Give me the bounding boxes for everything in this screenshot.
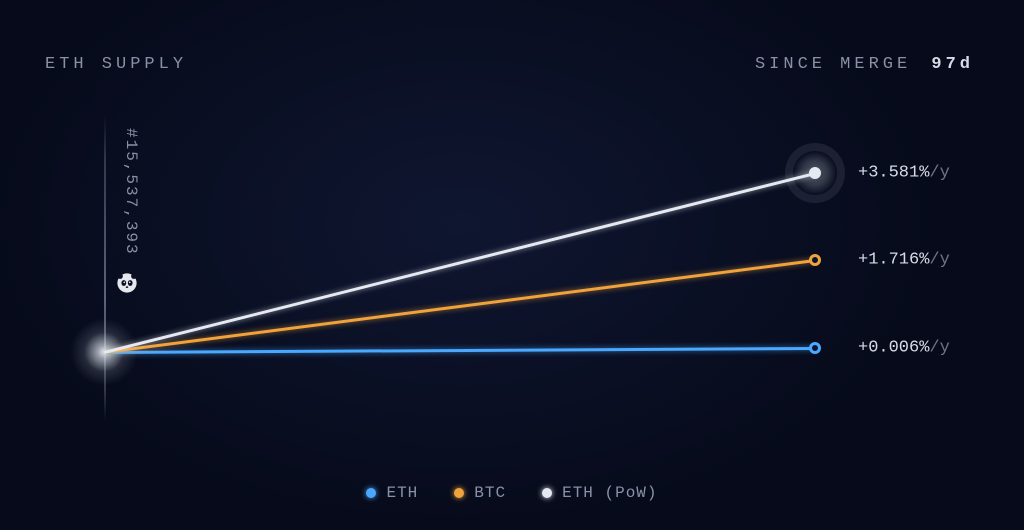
eth-supply-chart: ETH SUPPLY SINCE MERGE 97d #15,537,393 +… bbox=[0, 0, 1024, 530]
legend-item-eth[interactable]: ETH bbox=[366, 484, 418, 502]
series-marker-eth bbox=[809, 342, 821, 354]
panda-icon bbox=[116, 272, 138, 294]
block-number-label: #15,537,393 bbox=[122, 128, 140, 256]
legend-dot-btc bbox=[454, 488, 464, 498]
legend-label-eth: ETH bbox=[386, 484, 418, 502]
series-value-btc: +1.716%/y bbox=[858, 251, 950, 270]
series-marker-btc bbox=[809, 254, 821, 266]
series-value-eth: +0.006%/y bbox=[858, 339, 950, 358]
series-marker-eth_pow bbox=[809, 167, 821, 179]
since-label: SINCE MERGE bbox=[755, 55, 911, 74]
chart-title: ETH SUPPLY bbox=[45, 55, 187, 74]
chart-legend: ETH BTC ETH (PoW) bbox=[0, 484, 1024, 502]
time-since-merge: SINCE MERGE 97d bbox=[755, 55, 974, 74]
since-value: 97d bbox=[931, 55, 974, 74]
legend-label-eth_pow: ETH (PoW) bbox=[562, 484, 657, 502]
legend-item-eth_pow[interactable]: ETH (PoW) bbox=[542, 484, 657, 502]
legend-dot-eth_pow bbox=[542, 488, 552, 498]
legend-dot-eth bbox=[366, 488, 376, 498]
legend-item-btc[interactable]: BTC bbox=[454, 484, 506, 502]
legend-label-btc: BTC bbox=[474, 484, 506, 502]
series-value-eth_pow: +3.581%/y bbox=[858, 164, 950, 183]
